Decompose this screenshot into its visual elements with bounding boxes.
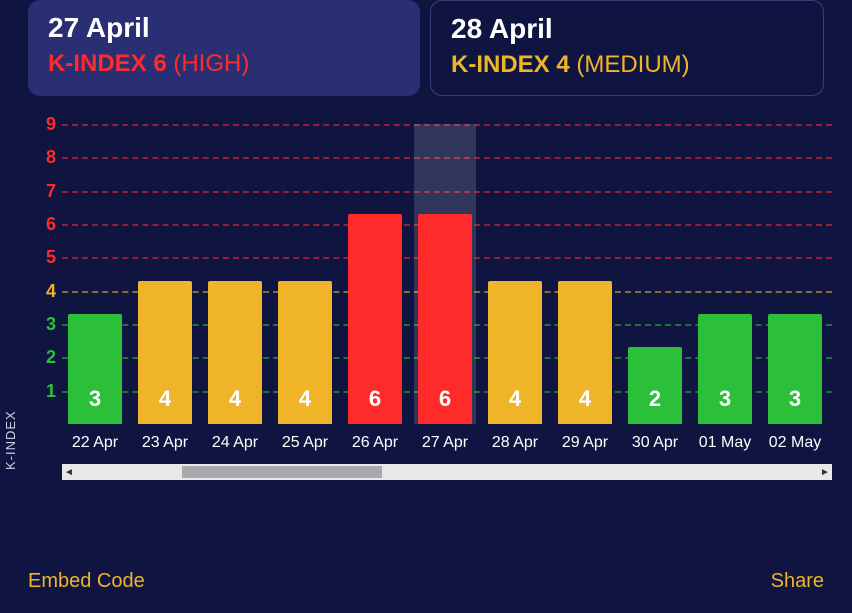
bar-value: 3	[719, 386, 731, 412]
chart-scrollbar[interactable]: ◄ ►	[62, 464, 832, 480]
y-tick: 6	[36, 214, 56, 235]
x-label: 29 Apr	[562, 434, 608, 452]
bar-30-apr[interactable]: 2	[628, 347, 682, 424]
card-date: 27 April	[48, 12, 400, 44]
bar-value: 3	[89, 386, 101, 412]
x-axis-labels: 22 Apr 23 Apr 24 Apr 25 Apr 26 Apr 27 Apr 28 A…	[62, 430, 832, 458]
y-tick: 5	[36, 247, 56, 268]
bar-29-apr[interactable]: 4	[558, 281, 612, 424]
card-kindex-value: K-INDEX 4	[451, 51, 570, 78]
scroll-left-icon[interactable]: ◄	[62, 467, 76, 478]
bar-value: 6	[369, 386, 381, 412]
bar-value: 4	[229, 386, 241, 412]
footer-links: Embed Code Share	[28, 570, 824, 593]
kindex-bar-chart: 123456789 34446644233	[62, 124, 832, 424]
card-kindex-line: K-INDEX 6 (HIGH)	[48, 50, 400, 78]
x-label: 27 Apr	[422, 434, 468, 452]
bar-02-may[interactable]: 3	[768, 314, 822, 424]
embed-code-link[interactable]: Embed Code	[28, 570, 145, 593]
card-27-april[interactable]: 27 April K-INDEX 6 (HIGH)	[28, 0, 420, 96]
scrollbar-thumb[interactable]	[182, 466, 382, 478]
card-kindex-value: K-INDEX 6	[48, 50, 167, 77]
y-tick: 3	[36, 314, 56, 335]
card-28-april[interactable]: 28 April K-INDEX 4 (MEDIUM)	[430, 0, 824, 96]
x-label: 02 May	[769, 434, 821, 452]
y-tick: 1	[36, 381, 56, 402]
x-label: 30 Apr	[632, 434, 678, 452]
x-label: 22 Apr	[72, 434, 118, 452]
bar-value: 4	[509, 386, 521, 412]
y-tick: 9	[36, 114, 56, 135]
bar-01-may[interactable]: 3	[698, 314, 752, 424]
bar-value: 2	[649, 386, 661, 412]
x-label: 01 May	[699, 434, 751, 452]
x-label: 24 Apr	[212, 434, 258, 452]
bar-24-apr[interactable]: 4	[208, 281, 262, 424]
x-label: 28 Apr	[492, 434, 538, 452]
bar-value: 4	[299, 386, 311, 412]
bar-22-apr[interactable]: 3	[68, 314, 122, 424]
chart-area: K-INDEX 123456789 34446644233 22 Apr23 A…	[0, 124, 852, 480]
bar-23-apr[interactable]: 4	[138, 281, 192, 424]
y-tick: 4	[36, 281, 56, 302]
bar-value: 3	[789, 386, 801, 412]
bar-value: 4	[579, 386, 591, 412]
y-axis-label: K-INDEX	[3, 410, 18, 470]
chart-bars: 3 4 4 4 6 6 4 4 2 3 3	[62, 124, 832, 424]
y-tick: 2	[36, 347, 56, 368]
card-kindex-line: K-INDEX 4 (MEDIUM)	[451, 51, 803, 79]
bar-27-apr[interactable]: 6	[418, 214, 472, 424]
x-label: 25 Apr	[282, 434, 328, 452]
y-tick: 7	[36, 181, 56, 202]
x-label: 23 Apr	[142, 434, 188, 452]
share-link[interactable]: Share	[771, 570, 824, 593]
bar-25-apr[interactable]: 4	[278, 281, 332, 424]
card-level: (MEDIUM)	[576, 51, 689, 78]
bar-26-apr[interactable]: 6	[348, 214, 402, 424]
scroll-right-icon[interactable]: ►	[818, 467, 832, 478]
y-tick: 8	[36, 147, 56, 168]
card-date: 28 April	[451, 13, 803, 45]
x-label: 26 Apr	[352, 434, 398, 452]
summary-cards: 27 April K-INDEX 6 (HIGH) 28 April K-IND…	[0, 0, 852, 96]
card-level: (HIGH)	[173, 50, 249, 77]
bar-value: 6	[439, 386, 451, 412]
bar-value: 4	[159, 386, 171, 412]
bar-28-apr[interactable]: 4	[488, 281, 542, 424]
